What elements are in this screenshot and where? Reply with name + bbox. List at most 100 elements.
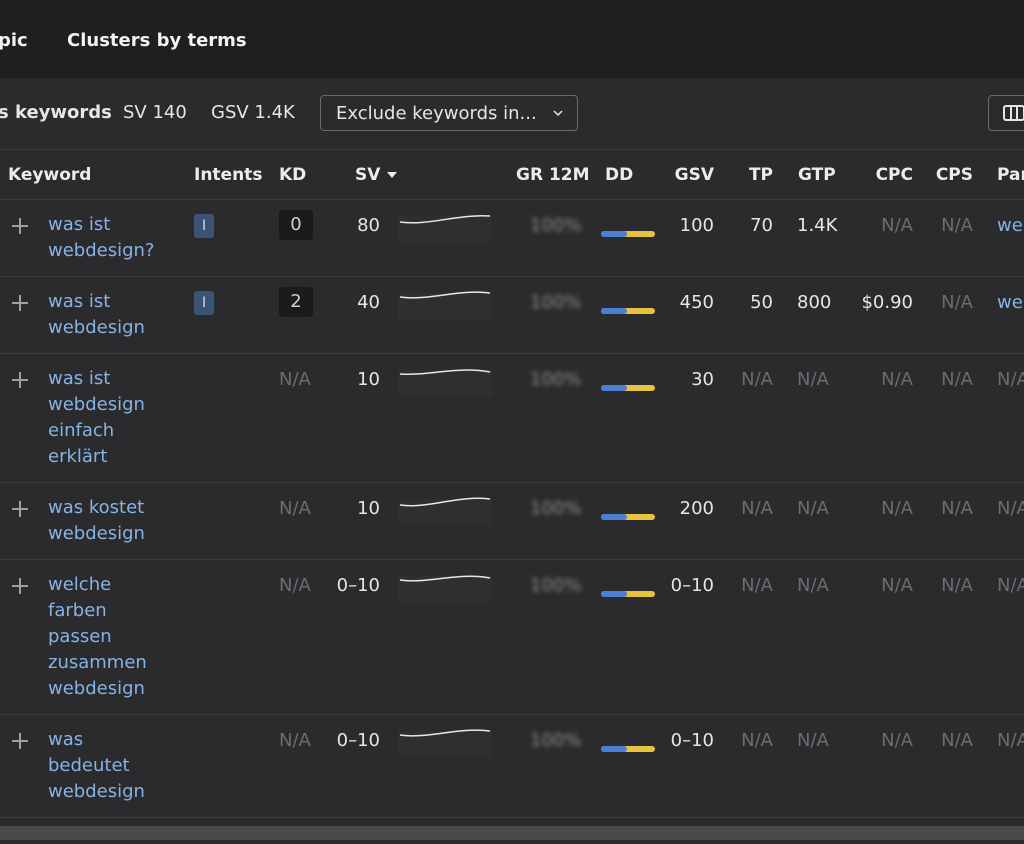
- column-header[interactable]: CPS: [935, 165, 973, 185]
- column-header[interactable]: Intents: [194, 165, 263, 185]
- kd-value: N/A: [279, 575, 311, 596]
- traffic-potential: N/A: [741, 575, 773, 596]
- gsv-total: GSV 1.4K: [211, 102, 295, 123]
- difficulty-distribution: [601, 220, 655, 246]
- add-button[interactable]: [10, 573, 30, 607]
- add-button[interactable]: [10, 367, 30, 401]
- tab[interactable]: pic: [0, 30, 28, 51]
- keyword[interactable]: was ist webdesign: [48, 291, 145, 338]
- traffic-potential: 50: [750, 292, 773, 313]
- column-header[interactable]: TP: [748, 165, 773, 185]
- parent-topic[interactable]: N/A: [997, 575, 1024, 596]
- growth-12m: 100%: [530, 369, 582, 390]
- global-traffic-potential: 1.4K: [797, 215, 838, 236]
- toolbar: s keywords SV 140 GSV 1.4K Exclude keywo…: [0, 78, 1024, 150]
- global-traffic-potential: N/A: [797, 575, 829, 596]
- global-traffic-potential: N/A: [797, 498, 829, 519]
- chevron: [553, 110, 563, 117]
- keyword-count: s keywords: [0, 102, 112, 123]
- global-volume: 30: [691, 369, 714, 390]
- trend-sparkline: [398, 493, 492, 533]
- column-header[interactable]: CPC: [875, 165, 913, 185]
- keyword[interactable]: was kostet webdesign: [48, 497, 145, 544]
- clicks-per-search: N/A: [941, 498, 973, 519]
- parent-topic[interactable]: N/A: [997, 369, 1024, 390]
- growth-12m: 100%: [530, 292, 582, 313]
- column-header[interactable]: GR 12M: [516, 165, 590, 185]
- trend-sparkline: [398, 725, 492, 765]
- top-bar: pic Clusters by terms: [0, 0, 1024, 78]
- column-header[interactable]: SV: [355, 165, 398, 185]
- search-volume: 10: [357, 369, 380, 390]
- column-header[interactable]: GSV: [674, 165, 714, 185]
- growth-12m: 100%: [530, 730, 582, 751]
- intent-badge[interactable]: I: [194, 214, 215, 238]
- difficulty-distribution: [601, 503, 655, 529]
- sort-indicator: [387, 172, 398, 178]
- cost-per-click: $0.90: [861, 292, 913, 313]
- global-volume: 0–10: [670, 730, 714, 751]
- filter-dropdown[interactable]: Exclude keywords in...: [320, 95, 578, 131]
- table-row: was ist webdesign? I 0 80 100% 100 70 1.4K N/A N/…: [0, 200, 1024, 277]
- column-header[interactable]: Keyword: [8, 165, 92, 185]
- traffic-potential: N/A: [741, 730, 773, 751]
- add-button[interactable]: [10, 213, 30, 247]
- search-volume: 0–10: [336, 730, 380, 751]
- global-traffic-potential: N/A: [797, 369, 829, 390]
- table-body: was ist webdesign? I 0 80 100% 100 70 1.4K N/A N/…: [0, 200, 1024, 834]
- trend-sparkline: [398, 287, 492, 327]
- column-header[interactable]: Par: [997, 165, 1024, 185]
- difficulty-distribution: [601, 580, 655, 606]
- traffic-potential: N/A: [741, 498, 773, 519]
- parent-topic[interactable]: we: [997, 292, 1023, 313]
- table-row: was ist webdesign einfach erklärt N/A 10 10…: [0, 354, 1024, 483]
- columns-button[interactable]: [988, 95, 1024, 131]
- cost-per-click: N/A: [881, 369, 913, 390]
- trend-sparkline: [398, 210, 492, 250]
- difficulty-distribution: [601, 374, 655, 400]
- table-row: welche farben passen zusammen webdesign N…: [0, 560, 1024, 715]
- traffic-potential: N/A: [741, 369, 773, 390]
- scrollbar: [0, 826, 1024, 840]
- parent-topic[interactable]: we: [997, 215, 1023, 236]
- keyword[interactable]: welche farben passen zusammen webdesign: [48, 574, 147, 699]
- growth-12m: 100%: [530, 498, 582, 519]
- growth-12m: 100%: [530, 215, 582, 236]
- parent-topic[interactable]: N/A: [997, 498, 1024, 519]
- trend-sparkline: [398, 364, 492, 404]
- keyword[interactable]: was ist webdesign?: [48, 214, 155, 261]
- kd-value: 0: [279, 210, 313, 240]
- table-row: was ist webdesign I 2 40 100% 450 50 800 $0.90 N/…: [0, 277, 1024, 354]
- filter-label: Exclude keywords in...: [336, 103, 537, 124]
- add-button[interactable]: [10, 290, 30, 324]
- search-volume: 10: [357, 498, 380, 519]
- parent-topic[interactable]: N/A: [997, 730, 1024, 751]
- global-volume: 0–10: [670, 575, 714, 596]
- column-header[interactable]: KD: [279, 165, 307, 185]
- global-volume: 100: [679, 215, 714, 236]
- kd-value: 2: [279, 287, 313, 317]
- add-button[interactable]: [10, 496, 30, 530]
- columns-icon: [1003, 105, 1024, 121]
- search-volume: 0–10: [336, 575, 380, 596]
- traffic-potential: 70: [750, 215, 773, 236]
- kd-value: N/A: [279, 498, 311, 519]
- keyword[interactable]: was ist webdesign einfach erklärt: [48, 368, 145, 467]
- global-traffic-potential: 800: [797, 292, 832, 313]
- global-volume: 200: [679, 498, 714, 519]
- tab[interactable]: Clusters by terms: [67, 30, 247, 51]
- add-button[interactable]: [10, 728, 30, 762]
- cost-per-click: N/A: [881, 215, 913, 236]
- keyword[interactable]: was bedeutet webdesign: [48, 729, 145, 802]
- clicks-per-search: N/A: [941, 730, 973, 751]
- kd-value: N/A: [279, 369, 311, 390]
- table-row: was kostet webdesign N/A 10 100% 200 N/A N/A N/…: [0, 483, 1024, 560]
- trend-sparkline: [398, 570, 492, 610]
- column-header[interactable]: GTP: [798, 165, 836, 185]
- column-header[interactable]: DD: [605, 165, 634, 185]
- cost-per-click: N/A: [881, 575, 913, 596]
- clicks-per-search: N/A: [941, 215, 973, 236]
- global-volume: 450: [679, 292, 714, 313]
- intent-badge[interactable]: I: [194, 291, 215, 315]
